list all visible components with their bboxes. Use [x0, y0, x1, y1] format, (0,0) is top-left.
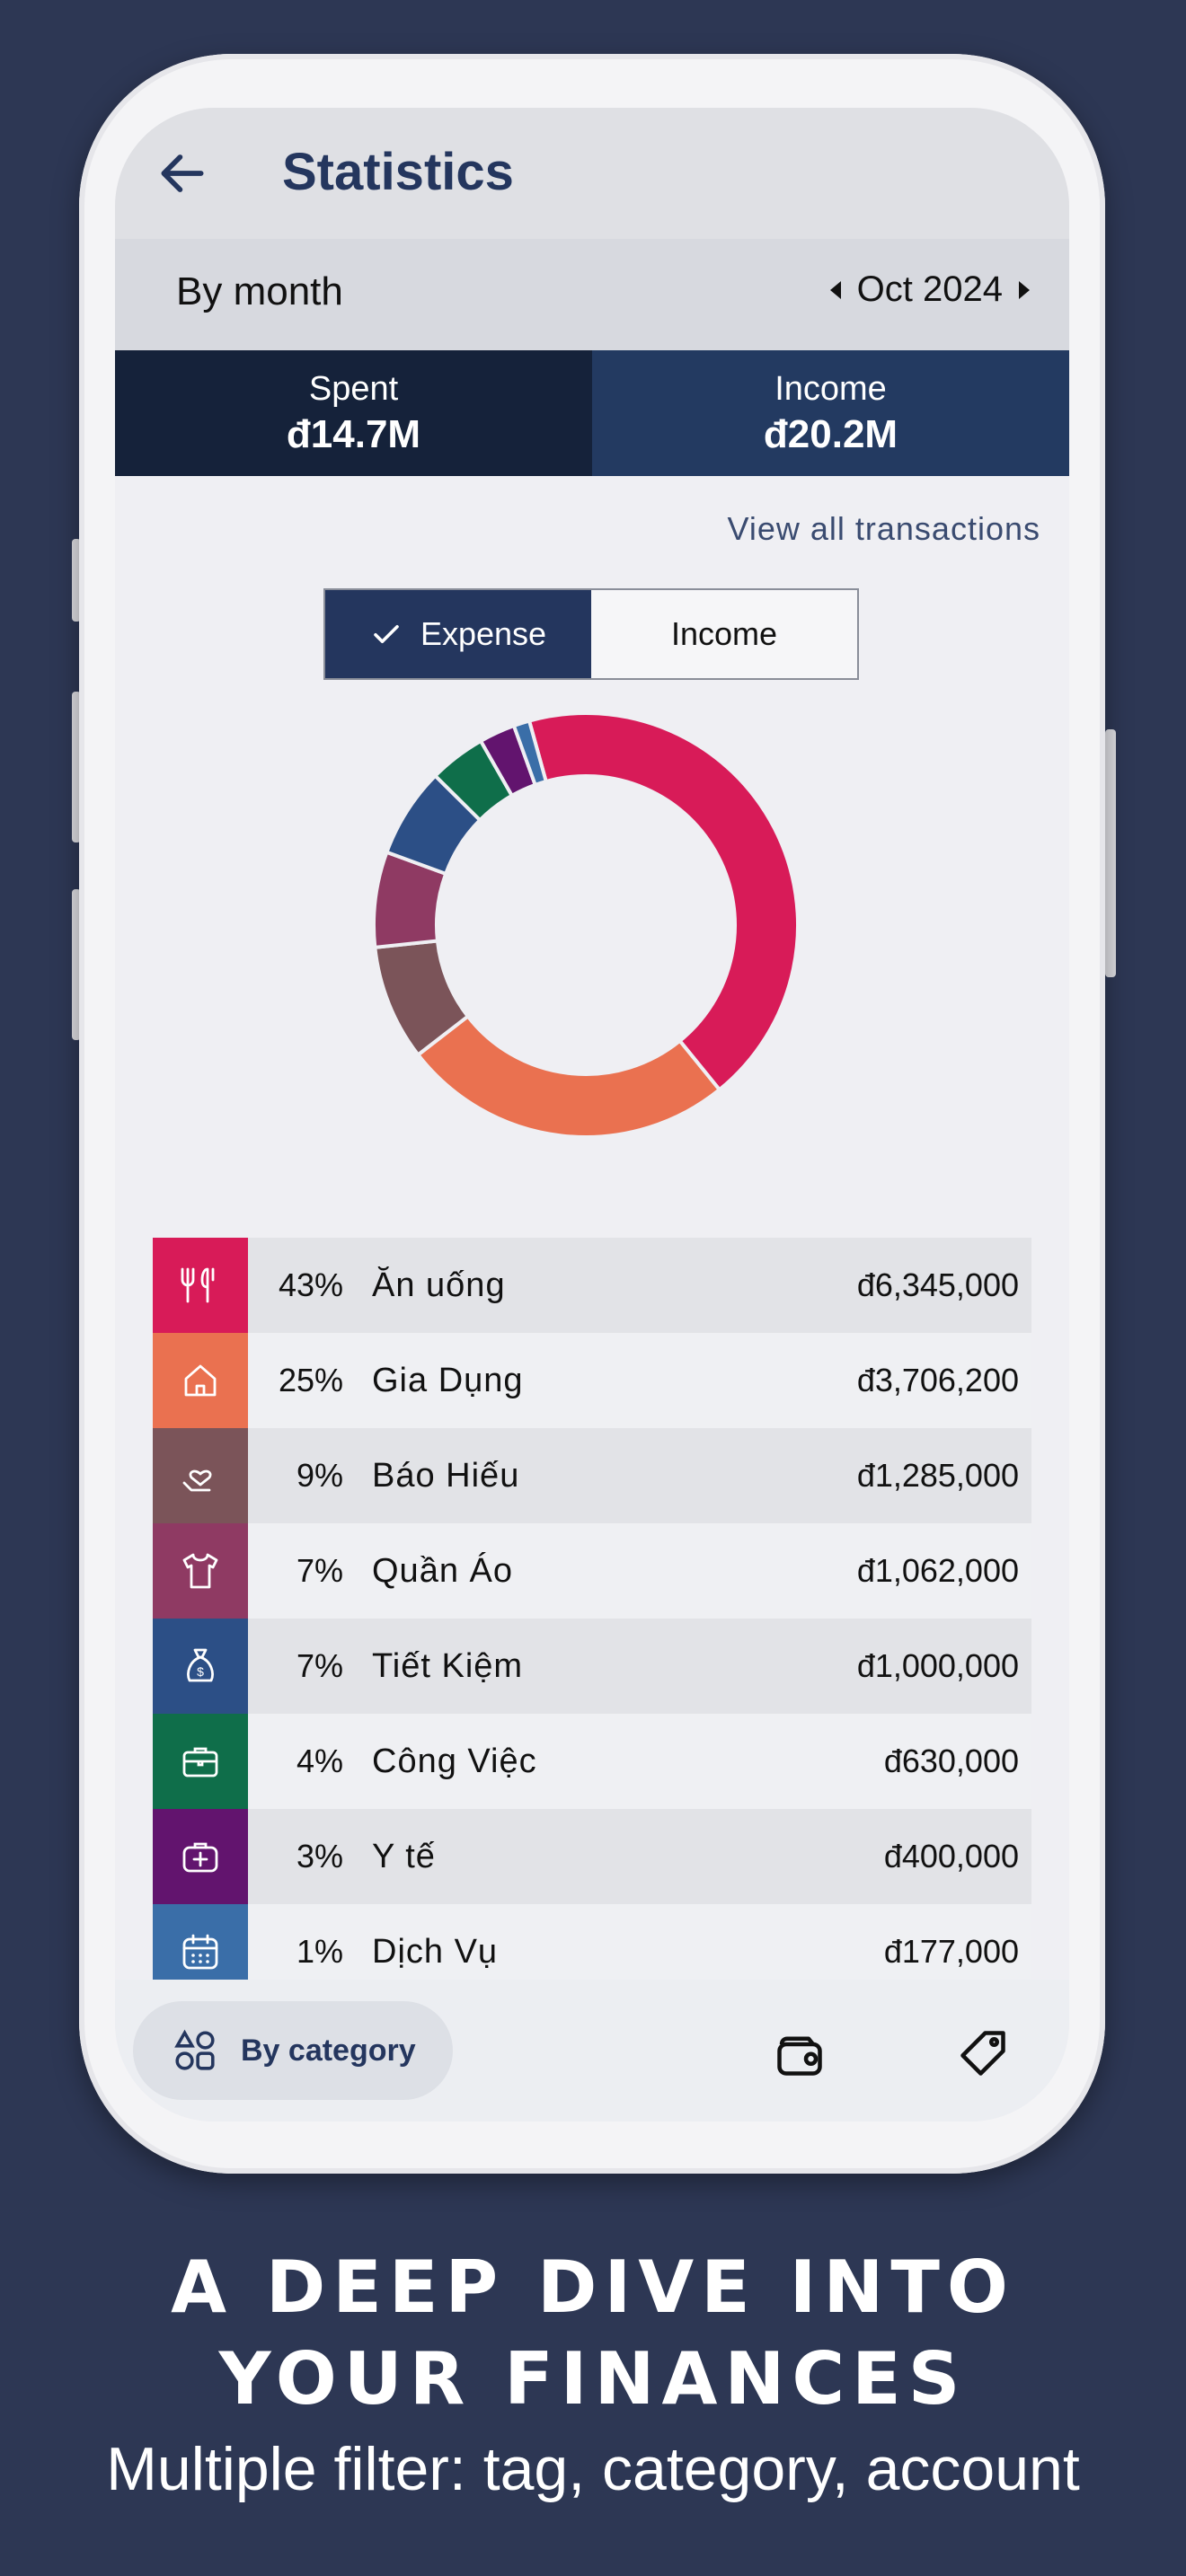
nav-by-category[interactable]: By category	[133, 2001, 453, 2100]
category-amount: đ6,345,000	[856, 1266, 1019, 1303]
category-row[interactable]: 3% Y tế đ400,000	[153, 1809, 1031, 1904]
category-icon-tile	[153, 1238, 248, 1333]
category-icon-tile	[153, 1523, 248, 1619]
category-list: 43% Ăn uống đ6,345,000 25% Gia Dụng đ3,706,20…	[153, 1238, 1031, 1999]
type-toggle: Expense Income	[323, 588, 859, 680]
shirt-icon	[182, 1553, 218, 1589]
income-value: đ20.2M	[763, 411, 898, 456]
category-row[interactable]: 7% Quần Áo đ1,062,000	[153, 1523, 1031, 1619]
promo-headline-line2: YOUR FINANCES	[218, 2337, 968, 2421]
category-icon-tile	[153, 1809, 248, 1904]
category-row[interactable]: 9% Báo Hiếu đ1,285,000	[153, 1428, 1031, 1523]
app-bar: Statistics	[115, 108, 1069, 239]
category-percent: 25%	[278, 1362, 343, 1398]
phone-power-button	[1105, 729, 1116, 977]
category-row[interactable]: 43% Ăn uống đ6,345,000	[153, 1238, 1031, 1333]
app-screen: Statistics By month Oct 2024 Spent đ14.7…	[115, 108, 1069, 2122]
category-amount: đ1,000,000	[856, 1647, 1019, 1684]
home-icon	[184, 1364, 217, 1397]
category-percent: 9%	[296, 1457, 343, 1494]
category-percent: 7%	[296, 1647, 343, 1684]
bottom-navigation: By category	[115, 1980, 1069, 2122]
next-month-icon[interactable]	[1019, 280, 1030, 299]
phone-side-button	[72, 539, 81, 622]
phone-volume-down-button	[72, 889, 81, 1040]
category-amount: đ1,062,000	[856, 1552, 1019, 1589]
income-toggle-label: Income	[670, 615, 778, 652]
category-amount: đ1,285,000	[856, 1457, 1019, 1494]
category-name: Báo Hiếu	[372, 1456, 520, 1495]
back-arrow-icon[interactable]	[155, 146, 210, 201]
tag-icon[interactable]	[956, 2026, 1010, 2080]
promo-subline: Multiple filter: tag, category, account	[106, 2435, 1080, 2503]
category-row[interactable]: 4% Công Việc đ630,000	[153, 1714, 1031, 1809]
category-percent: 43%	[278, 1266, 343, 1303]
expense-toggle-label: Expense	[420, 615, 547, 652]
calendar-icon	[182, 1934, 218, 1970]
current-month[interactable]: Oct 2024	[856, 269, 1003, 309]
page-title: Statistics	[282, 143, 514, 201]
income-summary[interactable]: Income đ20.2M	[592, 350, 1069, 476]
category-name: Tiết Kiệm	[372, 1646, 524, 1685]
category-amount: đ400,000	[883, 1838, 1019, 1875]
donut-slice	[527, 711, 800, 1093]
category-percent: 3%	[296, 1838, 343, 1875]
promo-headline-line1: A DEEP DIVE INTO	[171, 2245, 1015, 2329]
category-grid-icon	[174, 2029, 215, 2070]
summary-bar: Spent đ14.7M Income đ20.2M	[115, 350, 1069, 476]
category-percent: 7%	[296, 1552, 343, 1589]
category-name: Dịch Vụ	[372, 1932, 499, 1971]
spent-summary[interactable]: Spent đ14.7M	[115, 350, 592, 476]
income-label: Income	[774, 369, 887, 408]
category-name: Ăn uống	[372, 1266, 506, 1304]
money-bag-icon: $	[187, 1648, 214, 1682]
category-amount: đ177,000	[883, 1933, 1019, 1970]
period-bar: By month Oct 2024	[115, 239, 1069, 350]
category-icon-tile	[153, 1428, 248, 1523]
category-percent: 1%	[296, 1933, 343, 1970]
nav-by-category-label: By category	[241, 2033, 416, 2068]
category-name: Gia Dụng	[372, 1361, 524, 1399]
income-toggle-button[interactable]: Income	[591, 590, 857, 678]
category-percent: 4%	[296, 1742, 343, 1779]
category-row[interactable]: 25% Gia Dụng đ3,706,200	[153, 1333, 1031, 1428]
view-all-transactions-link[interactable]: View all transactions	[727, 510, 1040, 547]
category-name: Quần Áo	[372, 1551, 513, 1590]
category-icon-tile: $	[153, 1619, 248, 1714]
spent-label: Spent	[308, 369, 399, 408]
donut-slice	[415, 1013, 722, 1139]
donut-slice	[511, 719, 549, 788]
utensils-icon	[181, 1267, 215, 1303]
prev-month-icon[interactable]	[829, 280, 841, 299]
category-name: Công Việc	[372, 1742, 537, 1780]
category-amount: đ3,706,200	[856, 1362, 1019, 1398]
period-mode-label[interactable]: By month	[176, 269, 343, 313]
expense-donut-chart	[372, 711, 800, 1139]
check-icon	[374, 624, 399, 644]
svg-text:$: $	[197, 1664, 204, 1679]
month-navigator: Oct 2024	[829, 269, 1030, 310]
heart-hand-icon	[182, 1469, 212, 1492]
phone-volume-up-button	[72, 692, 81, 842]
briefcase-icon	[182, 1747, 218, 1778]
category-name: Y tế	[372, 1837, 436, 1875]
spent-value: đ14.7M	[286, 411, 421, 456]
category-row[interactable]: $7% Tiết Kiệm đ1,000,000	[153, 1619, 1031, 1714]
wallet-icon[interactable]	[773, 2026, 827, 2080]
category-icon-tile	[153, 1714, 248, 1809]
medical-kit-icon	[182, 1842, 218, 1873]
category-icon-tile	[153, 1333, 248, 1428]
expense-toggle-button[interactable]: Expense	[325, 590, 591, 678]
category-amount: đ630,000	[883, 1742, 1019, 1779]
